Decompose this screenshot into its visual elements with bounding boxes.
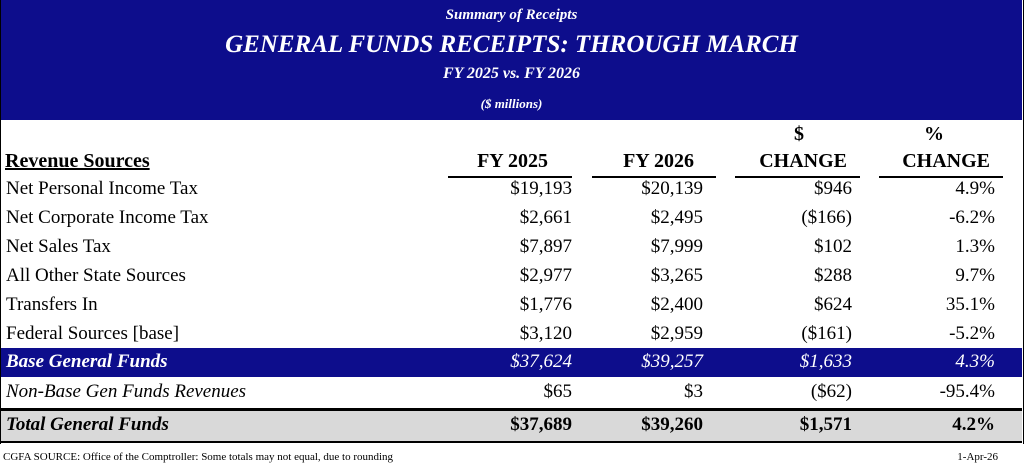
- dollar-change-value: ($161): [801, 323, 852, 344]
- row-label: Transfers In: [6, 294, 98, 315]
- pct-change-value: 4.3%: [955, 351, 995, 372]
- fy2026-value: $3,265: [650, 265, 703, 286]
- fy2025-value: $37,624: [510, 351, 572, 372]
- row-label: Net Personal Income Tax: [6, 178, 198, 199]
- dollar-change-value: $1,633: [799, 351, 852, 372]
- col-header-dollar-change: CHANGE: [759, 150, 847, 172]
- table-row: All Other State Sources $2,977 $3,265 $2…: [1, 262, 1022, 291]
- pct-change-value: 4.9%: [955, 178, 995, 199]
- fy2026-value: $3: [684, 381, 703, 402]
- row-label: Base General Funds: [6, 351, 168, 372]
- fiscal-comparison: FY 2025 vs. FY 2026: [442, 65, 581, 82]
- fy2025-value: $3,120: [519, 323, 572, 344]
- header-underline: [448, 176, 572, 178]
- fy2026-value: $2,400: [650, 294, 703, 315]
- fy2025-value: $1,776: [519, 294, 572, 315]
- header-underline: [879, 176, 1003, 178]
- table-row: Federal Sources [base] $3,120 $2,959 ($1…: [1, 320, 1022, 349]
- title-banner: Summary of Receipts GENERAL FUNDS RECEIP…: [1, 0, 1022, 120]
- report-subtitle: Summary of Receipts: [445, 7, 578, 23]
- col-header-fy2025: FY 2025: [477, 150, 548, 172]
- pct-change-value: -5.2%: [949, 323, 995, 344]
- fy2025-value: $7,897: [519, 236, 572, 257]
- dollar-change-value: $624: [814, 294, 852, 315]
- source-note: CGFA SOURCE: Office of the Comptroller: …: [3, 451, 394, 463]
- total-general-funds-row: Total General Funds $37,689 $39,260 $1,5…: [1, 408, 1022, 443]
- dollar-change-value: $946: [814, 178, 852, 199]
- col-header-revenue-sources: Revenue Sources: [5, 150, 150, 172]
- fy2026-value: $7,999: [650, 236, 703, 257]
- fy2025-value: $65: [543, 381, 573, 402]
- fy2025-value: $2,661: [519, 207, 572, 228]
- pct-change-value: 1.3%: [955, 236, 995, 257]
- row-label: Net Sales Tax: [6, 236, 111, 257]
- row-label: Total General Funds: [6, 414, 169, 435]
- report-title: GENERAL FUNDS RECEIPTS: THROUGH MARCH: [225, 31, 798, 58]
- row-label: Federal Sources [base]: [6, 323, 180, 344]
- col-header-pct-change: CHANGE: [902, 150, 990, 172]
- fy2025-value: $19,193: [510, 178, 572, 199]
- fy2026-value: $39,257: [641, 351, 703, 372]
- pct-change-value: -6.2%: [949, 207, 995, 228]
- pct-change-value: -95.4%: [939, 381, 995, 402]
- dollar-change-value: $1,571: [799, 414, 852, 435]
- fy2026-value: $20,139: [641, 178, 703, 199]
- pct-change-value: 4.2%: [952, 414, 995, 435]
- dollar-change-value: $288: [814, 265, 852, 286]
- base-general-funds-row: Base General Funds $37,624 $39,257 $1,63…: [1, 348, 1022, 377]
- units-label: ($ millions): [480, 96, 543, 111]
- table-row: Net Corporate Income Tax $2,661 $2,495 (…: [1, 204, 1022, 233]
- row-label: Non-Base Gen Funds Revenues: [6, 381, 247, 402]
- header-underline: [592, 176, 716, 178]
- row-label: All Other State Sources: [6, 265, 186, 286]
- fy2026-value: $2,959: [650, 323, 703, 344]
- table-row: Net Sales Tax $7,897 $7,999 $102 1.3%: [1, 233, 1022, 262]
- dollar-change-value: $102: [814, 236, 852, 257]
- table-row: Net Personal Income Tax $19,193 $20,139 …: [1, 175, 1022, 204]
- pct-change-value: 9.7%: [955, 265, 995, 286]
- table-row: Transfers In $1,776 $2,400 $624 35.1%: [1, 291, 1022, 320]
- report-date: 1-Apr-26: [957, 451, 998, 463]
- non-base-revenues-row: Non-Base Gen Funds Revenues $65 $3 ($62)…: [1, 378, 1022, 407]
- dollar-change-value: ($166): [801, 207, 852, 228]
- col-header-pct-symbol: %: [924, 123, 944, 145]
- fy2025-value: $37,689: [510, 414, 572, 435]
- header-underline: [735, 176, 860, 178]
- row-label: Net Corporate Income Tax: [6, 207, 209, 228]
- fy2026-value: $2,495: [650, 207, 703, 228]
- col-header-fy2026: FY 2026: [623, 150, 694, 172]
- dollar-change-value: ($62): [810, 381, 852, 402]
- fy2026-value: $39,260: [641, 414, 703, 435]
- fy2025-value: $2,977: [519, 265, 572, 286]
- col-header-dollar-symbol: $: [794, 123, 804, 145]
- pct-change-value: 35.1%: [945, 294, 995, 315]
